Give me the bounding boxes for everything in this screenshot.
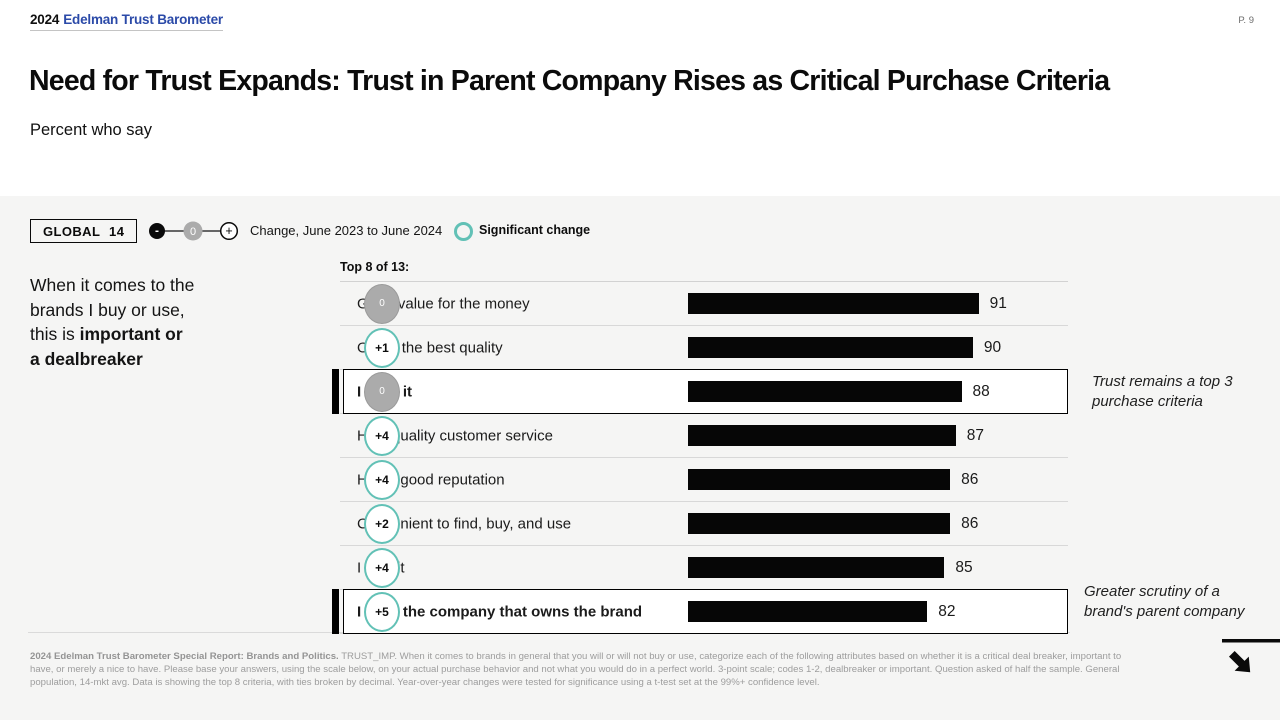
bar-value: 86 xyxy=(961,470,979,488)
chart-row: I trust it 88 0 xyxy=(332,369,1068,414)
change-legend-label: Change, June 2023 to June 2024 xyxy=(250,223,443,238)
significant-legend-label: Significant change xyxy=(479,223,591,237)
footnote: 2024 Edelman Trust Barometer Special Rep… xyxy=(30,651,1122,690)
bar xyxy=(688,381,962,402)
minus-glyph: - xyxy=(155,224,159,238)
statement-line4-bold: a dealbreaker xyxy=(30,348,143,369)
chart-row: Offers the best quality 90 +1 xyxy=(340,326,1068,370)
bar xyxy=(688,425,956,446)
change-badge: 0 xyxy=(364,371,400,412)
slide-title: Need for Trust Expands: Trust in Parent … xyxy=(29,65,1110,97)
brand-logo: 2024 Edelman Trust Barometer xyxy=(30,12,223,31)
bar-area: 90 xyxy=(688,326,1001,369)
bar-value: 91 xyxy=(989,294,1007,312)
main-panel: GLOBAL 14 - 0 + Change, June 2023 to Jun… xyxy=(0,196,1280,720)
zero-glyph: 0 xyxy=(190,226,196,238)
bar xyxy=(688,337,973,358)
significant-change-icon xyxy=(454,222,473,241)
brand-year: 2024 xyxy=(30,12,60,27)
statement-line2: brands I buy or use, xyxy=(30,299,185,320)
annotation-trust-top3: Trust remains a top 3 purchase criteria xyxy=(1092,373,1233,410)
chart-row: Has a good reputation 86 +4 xyxy=(340,458,1068,502)
page-number: P. 9 xyxy=(1238,15,1254,26)
statement-line1: When it comes to the xyxy=(30,275,195,295)
row-label: Convenient to find, buy, and use xyxy=(357,515,572,532)
bar-value: 90 xyxy=(983,338,1002,356)
annotation-parent-company: Greater scrutiny of a brand's parent com… xyxy=(1084,583,1245,620)
row-label: High quality customer service xyxy=(357,427,553,444)
bar-area: 86 xyxy=(688,458,978,501)
bar xyxy=(688,293,979,314)
bar-value: 87 xyxy=(966,426,985,444)
change-scale-icon: - 0 + xyxy=(149,221,239,241)
question-statement: When it comes to the brands I buy or use… xyxy=(30,273,280,371)
global-scope-button[interactable]: GLOBAL 14 xyxy=(30,219,138,243)
chart-row: I trust the company that owns the brand … xyxy=(332,589,1068,634)
change-badge: +4 xyxy=(364,547,400,588)
bar xyxy=(688,469,951,490)
statement-line3-bold: important or xyxy=(79,324,183,344)
footnote-source: 2024 Edelman Trust Barometer Special Rep… xyxy=(30,651,339,662)
bar-area: 85 xyxy=(688,546,973,589)
bar-area: 82 xyxy=(688,590,956,633)
brand-name: Edelman Trust Barometer xyxy=(63,12,223,27)
change-badge: +4 xyxy=(364,415,400,456)
bar-area: 88 xyxy=(688,370,990,413)
chart-row: Convenient to find, buy, and use 86 +2 xyxy=(340,502,1068,546)
change-badge: +5 xyxy=(364,591,400,632)
bar-area: 91 xyxy=(688,282,1007,325)
bar-value: 88 xyxy=(972,382,990,400)
chart-rows: Good value for the money 91 0 Offers the… xyxy=(332,281,1068,634)
zero-circle-icon xyxy=(183,221,203,241)
change-badge: +2 xyxy=(364,503,400,544)
change-badge: 0 xyxy=(364,283,400,324)
change-badge: +4 xyxy=(364,459,400,500)
slide-subtitle: Percent who say xyxy=(30,121,152,139)
row-label: Good value for the money xyxy=(357,295,530,312)
chart-row: Good value for the money 91 0 xyxy=(340,282,1068,326)
bar xyxy=(688,601,928,622)
bar-area: 87 xyxy=(688,414,984,457)
bar-value: 85 xyxy=(955,558,973,576)
next-arrow-icon[interactable] xyxy=(1222,639,1280,683)
chart-row: I love it 85 +4 xyxy=(340,546,1068,590)
plus-glyph: + xyxy=(225,224,232,238)
row-label: I trust the company that owns the brand xyxy=(357,603,643,620)
bar xyxy=(688,557,945,578)
statement-line3-pre: this is xyxy=(30,324,80,344)
bar-value: 82 xyxy=(938,602,956,620)
bar-area: 86 xyxy=(688,502,978,545)
chart-row: High quality customer service 87 +4 xyxy=(340,414,1068,458)
chart-title: Top 8 of 13: xyxy=(340,260,410,274)
minus-circle-icon xyxy=(149,223,165,239)
plus-circle-icon xyxy=(219,221,239,241)
footnote-body: TRUST_IMP. When it comes to brands in ge… xyxy=(30,651,1122,688)
change-badge: +1 xyxy=(364,327,400,368)
bar xyxy=(688,513,951,534)
bar-value: 86 xyxy=(961,514,979,532)
